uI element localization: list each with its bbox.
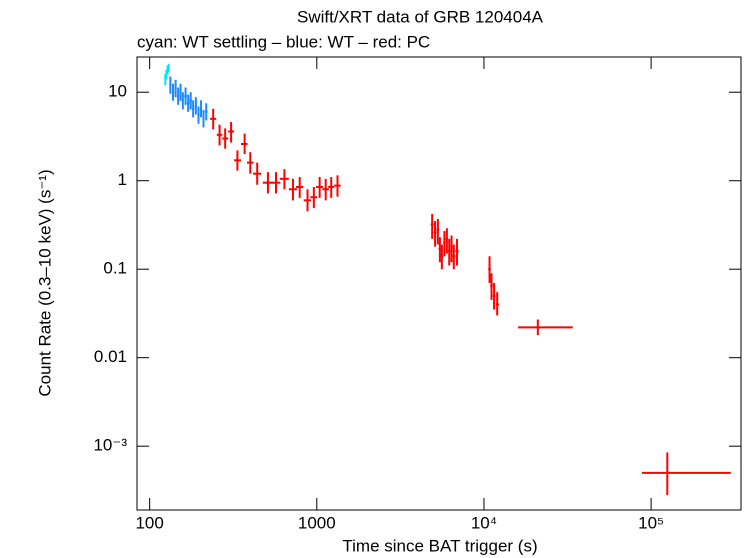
- y-tick-label: 10⁻³: [93, 436, 127, 455]
- y-tick-label: 1: [118, 170, 127, 189]
- y-tick-label: 10: [108, 82, 127, 101]
- plot-frame: [136, 56, 742, 511]
- y-axis-label: Count Rate (0.3–10 keV) (s⁻¹): [35, 169, 54, 396]
- chart-subtitle: cyan: WT settling – blue: WT – red: PC: [137, 32, 430, 51]
- chart-title: Swift/XRT data of GRB 120404A: [297, 7, 544, 26]
- x-axis-label: Time since BAT trigger (s): [342, 536, 537, 555]
- x-tick-label: 1000: [298, 513, 336, 532]
- x-tick-label: 10⁴: [471, 513, 497, 532]
- x-tick-label: 10⁵: [638, 513, 664, 532]
- y-tick-label: 0.01: [94, 347, 127, 366]
- y-tick-label: 0.1: [103, 259, 127, 278]
- x-tick-label: 100: [135, 513, 163, 532]
